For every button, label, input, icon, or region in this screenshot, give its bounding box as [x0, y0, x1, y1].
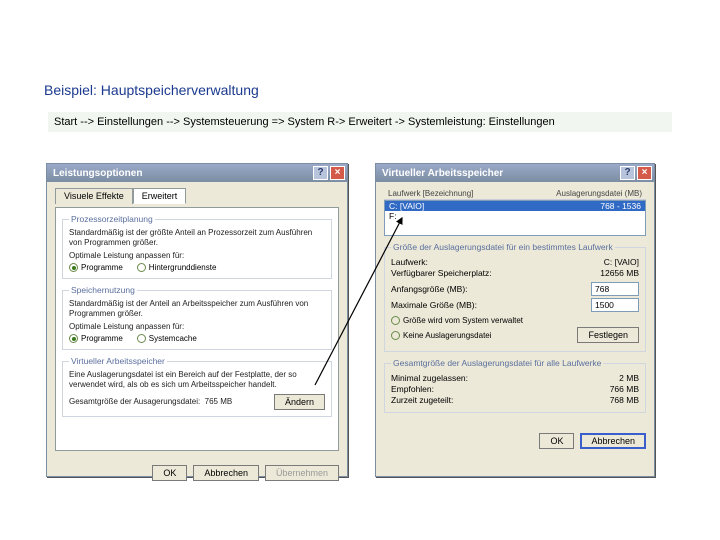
tab-panel-advanced: Prozessorzeitplanung Standardmäßig ist d…	[55, 207, 339, 451]
total-cur-label: Zurzeit zugeteilt:	[391, 395, 453, 405]
memory-text: Standardmäßig ist der Anteil an Arbeitss…	[69, 299, 325, 319]
vm-total-label: Gesamtgröße der Ausagerungsdatei:	[69, 397, 200, 406]
group-total-legend: Gesamtgröße der Auslagerungsdatei für al…	[391, 358, 603, 368]
breadcrumb: Start --> Einstellungen --> Systemsteuer…	[48, 112, 672, 132]
dialog-performance-options: Leistungsoptionen ? × Visuele Effekte Er…	[46, 163, 348, 477]
set-button[interactable]: Festlegen	[577, 327, 639, 343]
total-min-label: Minimal zugelassen:	[391, 373, 468, 383]
vm-text: Eine Auslagerungsdatei ist ein Bereich a…	[69, 370, 325, 390]
ok-button[interactable]: OK	[152, 465, 187, 481]
group-processor-legend: Prozessorzeitplanung	[69, 214, 155, 224]
dialog-virtual-memory: Virtueller Arbeitsspeicher ? × Laufwerk …	[375, 163, 655, 477]
help-icon[interactable]: ?	[313, 166, 328, 180]
slide-title: Beispiel: Hauptspeicherverwaltung	[44, 82, 259, 98]
max-size-label: Maximale Größe (MB):	[391, 300, 477, 310]
group-processor: Prozessorzeitplanung Standardmäßig ist d…	[62, 214, 332, 279]
sel-drive-label: Laufwerk:	[391, 257, 428, 267]
group-virtual-memory: Virtueller Arbeitsspeicher Eine Auslager…	[62, 356, 332, 417]
col-pagefile: Auslagerungsdatei (MB)	[532, 189, 642, 198]
titlebar-right: Virtueller Arbeitsspeicher ? ×	[376, 164, 654, 182]
max-size-input[interactable]: 1500	[591, 298, 639, 312]
total-min-value: 2 MB	[619, 373, 639, 383]
radio-no-pagefile[interactable]: Keine Auslagerungsdatei	[391, 331, 492, 340]
radio-mem-syscache[interactable]: Systemcache	[137, 334, 197, 343]
close-icon[interactable]: ×	[637, 166, 652, 180]
total-rec-value: 766 MB	[610, 384, 639, 394]
dialog-title: Leistungsoptionen	[53, 168, 142, 179]
memory-opt-text: Optimale Leistung anpassen für:	[69, 322, 325, 332]
tab-advanced[interactable]: Erweitert	[133, 188, 187, 204]
processor-text: Standardmäßig ist der größte Anteil an P…	[69, 228, 325, 248]
sel-free-label: Verfügbarer Speicherplatz:	[391, 268, 492, 278]
group-total: Gesamtgröße der Auslagerungsdatei für al…	[384, 358, 646, 413]
group-memory-legend: Speichernutzung	[69, 285, 137, 295]
processor-opt-text: Optimale Leistung anpassen für:	[69, 251, 325, 261]
drive-row[interactable]: C: [VAIO] 768 - 1536	[385, 201, 645, 211]
radio-mem-programs[interactable]: Programme	[69, 334, 123, 343]
cancel-button[interactable]: Abbrechen	[193, 465, 259, 481]
radio-programs[interactable]: Programme	[69, 263, 123, 272]
change-button[interactable]: Ändern	[274, 394, 325, 410]
tab-visual-effects[interactable]: Visuele Effekte	[55, 188, 133, 204]
drive-list[interactable]: C: [VAIO] 768 - 1536 F:	[384, 200, 646, 236]
sel-drive-value: C: [VAIO]	[604, 257, 639, 267]
apply-button[interactable]: Übernehmen	[265, 465, 339, 481]
radio-system-managed[interactable]: Größe wird vom System verwaltet	[391, 316, 523, 325]
tabs: Visuele Effekte Erweitert	[55, 188, 339, 204]
initial-size-label: Anfangsgröße (MB):	[391, 284, 468, 294]
total-cur-value: 768 MB	[610, 395, 639, 405]
group-selected-drive: Größe der Auslagerungsdatei für ein best…	[384, 242, 646, 352]
drive-row[interactable]: F:	[385, 211, 645, 221]
group-selected-legend: Größe der Auslagerungsdatei für ein best…	[391, 242, 615, 252]
total-rec-label: Empfohlen:	[391, 384, 434, 394]
vm-total-value: 765 MB	[205, 397, 233, 406]
radio-background[interactable]: Hintergrunddienste	[137, 263, 217, 272]
initial-size-input[interactable]: 768	[591, 282, 639, 296]
cancel-button[interactable]: Abbrechen	[580, 433, 646, 449]
col-drive: Laufwerk [Bezeichnung]	[388, 189, 532, 198]
close-icon[interactable]: ×	[330, 166, 345, 180]
ok-button[interactable]: OK	[539, 433, 574, 449]
sel-free-value: 12656 MB	[600, 268, 639, 278]
help-icon[interactable]: ?	[620, 166, 635, 180]
dialog-title: Virtueller Arbeitsspeicher	[382, 168, 503, 179]
group-vm-legend: Virtueller Arbeitsspeicher	[69, 356, 167, 366]
group-memory: Speichernutzung Standardmäßig ist der An…	[62, 285, 332, 350]
titlebar-left: Leistungsoptionen ? ×	[47, 164, 347, 182]
